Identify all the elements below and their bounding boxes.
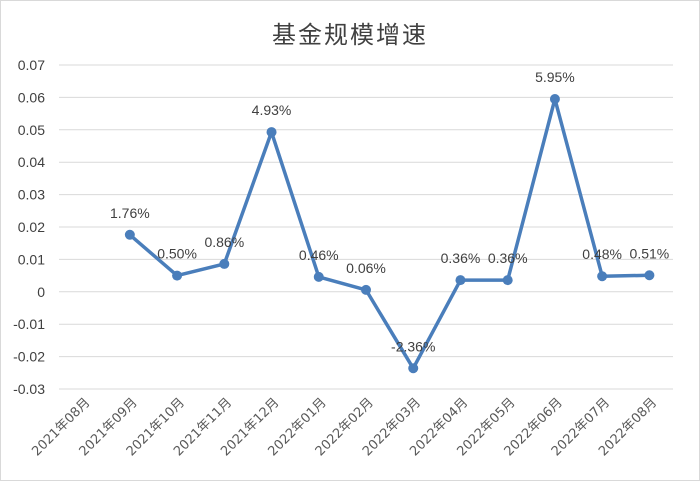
data-point bbox=[597, 271, 608, 282]
data-point bbox=[549, 94, 560, 105]
y-tick-label: -0.01 bbox=[13, 316, 45, 332]
data-point bbox=[455, 275, 466, 286]
y-tick-label: 0.01 bbox=[18, 251, 45, 267]
data-point bbox=[172, 270, 183, 281]
series-line bbox=[128, 97, 650, 371]
data-label: 0.06% bbox=[346, 260, 386, 276]
data-label: 0.36% bbox=[488, 250, 528, 266]
y-tick-label: -0.03 bbox=[13, 381, 45, 397]
data-point bbox=[502, 275, 513, 286]
data-label: 0.46% bbox=[299, 247, 339, 263]
y-tick-label: 0.06 bbox=[18, 89, 45, 105]
data-label: 4.93% bbox=[252, 102, 292, 118]
data-label: 0.48% bbox=[582, 246, 622, 262]
data-label: 0.50% bbox=[157, 246, 197, 262]
data-point bbox=[313, 271, 324, 282]
data-point bbox=[644, 270, 655, 281]
y-tick-label: 0.05 bbox=[18, 122, 45, 138]
data-label: 0.51% bbox=[630, 245, 670, 261]
y-tick-label: -0.02 bbox=[13, 349, 45, 365]
data-point bbox=[124, 229, 135, 240]
data-label: 5.95% bbox=[535, 69, 575, 85]
y-tick-label: 0.04 bbox=[18, 154, 45, 170]
y-tick-label: 0.03 bbox=[18, 187, 45, 203]
y-tick-label: 0.07 bbox=[18, 57, 45, 73]
data-point bbox=[266, 127, 277, 138]
data-label: 0.86% bbox=[204, 234, 244, 250]
chart-title: 基金规模增速 bbox=[272, 21, 428, 49]
data-point bbox=[361, 284, 371, 295]
data-point bbox=[219, 258, 230, 269]
data-label: 0.36% bbox=[441, 250, 481, 266]
data-label: -2.36% bbox=[391, 338, 435, 354]
data-point bbox=[408, 363, 419, 374]
y-tick-label: 0 bbox=[37, 284, 45, 300]
y-tick-label: 0.02 bbox=[18, 219, 45, 235]
data-label: 1.76% bbox=[110, 205, 150, 221]
